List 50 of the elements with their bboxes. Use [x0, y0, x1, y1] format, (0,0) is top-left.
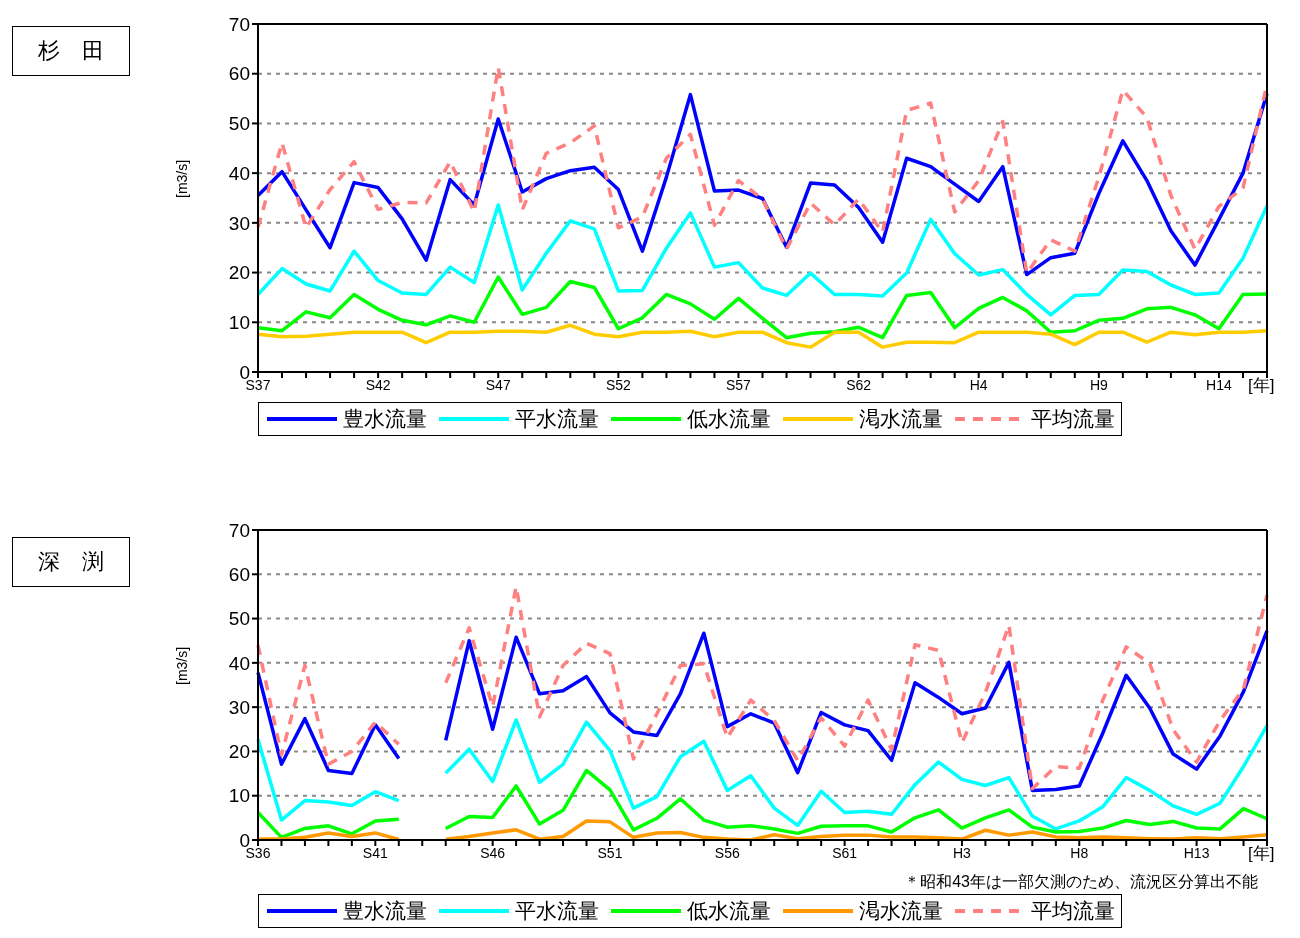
y-tick-label: 70: [228, 13, 250, 35]
x-tick-label: S62: [846, 376, 872, 393]
x-axis-title: [年]: [1248, 375, 1275, 397]
y-tick-label: 50: [228, 608, 250, 630]
x-tick-label: S42: [365, 376, 391, 393]
y-tick-label: 40: [228, 162, 250, 184]
y-tick-label: 20: [228, 741, 250, 763]
legend-label: 平水流量: [515, 406, 599, 432]
x-tick-label: S46: [480, 844, 506, 861]
x-tick-label: S51: [597, 844, 623, 861]
y-tick-label: 30: [228, 696, 250, 718]
text: ＊昭和43年は一部欠測のため、流況区分算出不能: [903, 872, 1258, 892]
x-tick-label: S52: [605, 376, 632, 393]
x-tick-label: H9: [1089, 376, 1108, 393]
legend-label: 低水流量: [687, 898, 771, 924]
legend-label: 豊水流量: [343, 898, 427, 924]
x-tick-label: H3: [953, 844, 972, 861]
legend-label: 平均流量: [1031, 406, 1115, 432]
x-tick-label: S47: [485, 376, 511, 393]
y-axis-title: [m3/s]: [173, 159, 190, 198]
x-tick-label: H13: [1183, 844, 1210, 861]
legend-label: 平水流量: [515, 898, 599, 924]
y-tick-label: 50: [228, 113, 250, 135]
y-tick-label: 60: [228, 63, 250, 85]
legend-label: 低水流量: [687, 406, 771, 432]
legend-label: 豊水流量: [343, 406, 427, 432]
line-series: [256, 203, 1269, 317]
x-axis-title: [年]: [1248, 843, 1275, 865]
legend-label: 平均流量: [1031, 898, 1115, 924]
x-tick-label: S56: [714, 844, 740, 861]
x-tick-label: S57: [726, 376, 752, 393]
line-series: [256, 323, 1269, 349]
y-tick-label: 60: [228, 564, 250, 586]
y-tick-label: 10: [228, 312, 250, 334]
legend-label: 渇水流量: [859, 406, 943, 432]
y-tick-label: 10: [228, 785, 250, 807]
y-tick-label: 20: [228, 262, 250, 284]
line-series: [256, 275, 1269, 340]
x-tick-label: H8: [1070, 844, 1089, 861]
x-tick-label: H14: [1206, 376, 1233, 393]
legend-label: 渇水流量: [859, 898, 943, 924]
y-axis-title: [m3/s]: [173, 646, 190, 685]
x-tick-label: S61: [832, 844, 858, 861]
y-tick-label: 40: [228, 652, 250, 674]
y-tick-label: 30: [228, 212, 250, 234]
text: 杉 田: [12, 26, 130, 76]
x-tick-label: S41: [362, 844, 388, 861]
y-tick-label: 70: [228, 519, 250, 541]
text: 深 渕: [12, 537, 130, 587]
x-tick-label: H4: [969, 376, 988, 393]
